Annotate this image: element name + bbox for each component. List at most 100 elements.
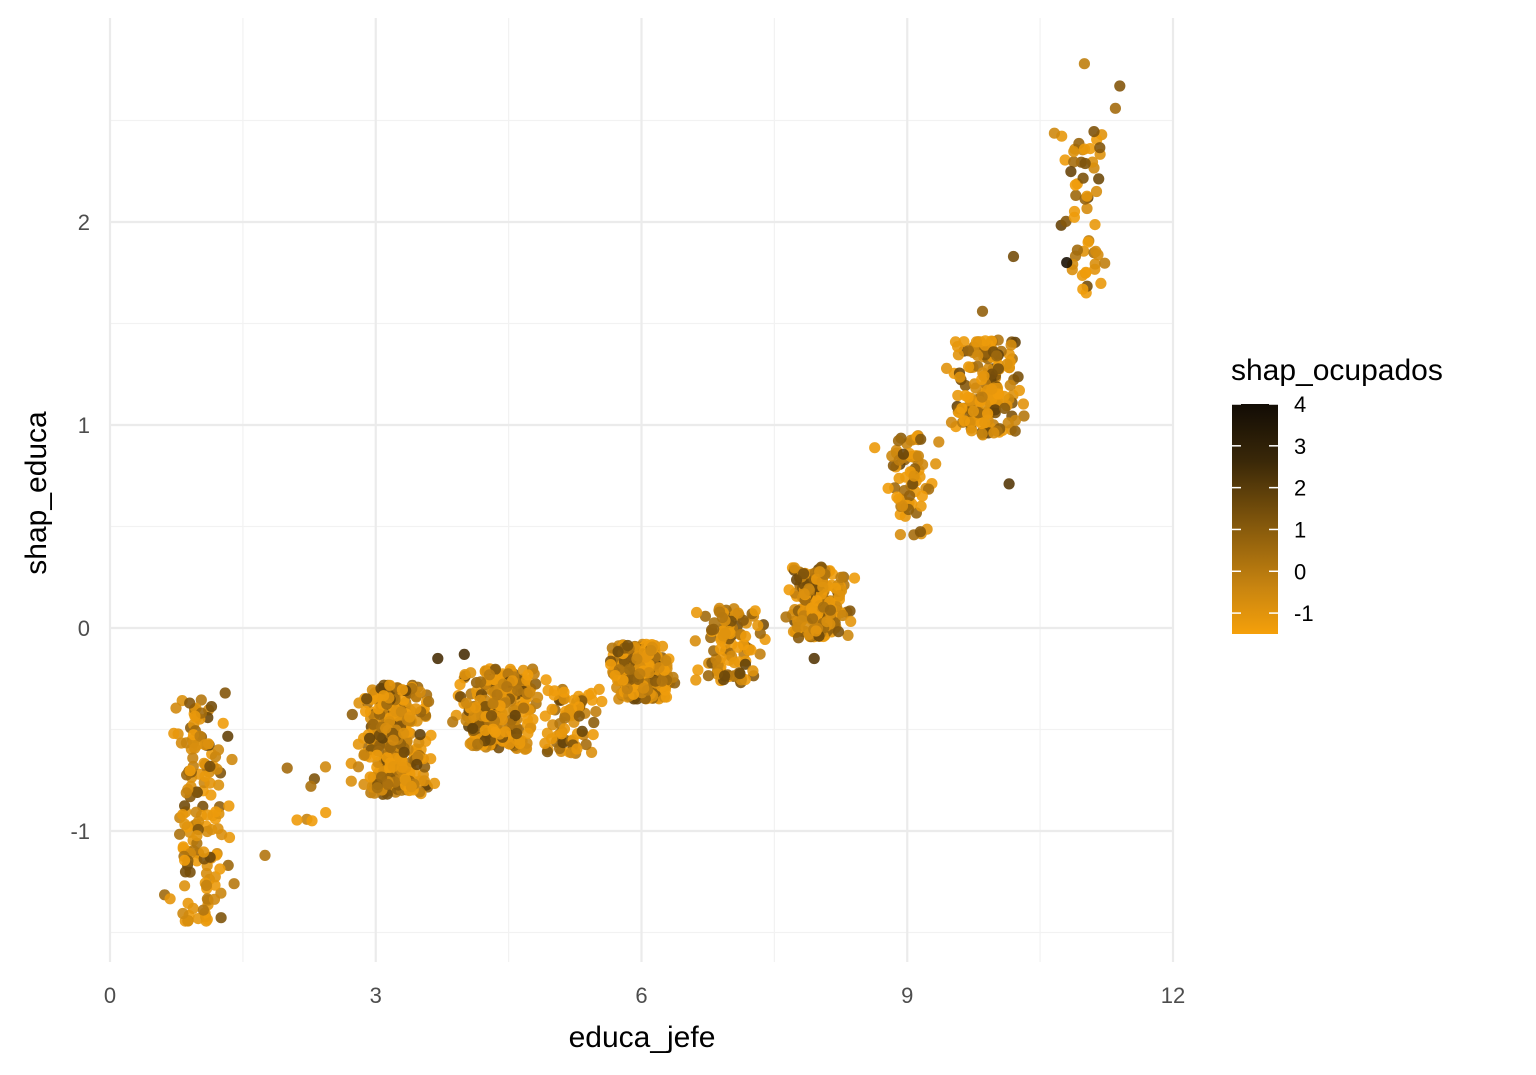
data-point: [689, 635, 701, 647]
data-point: [714, 643, 727, 655]
data-point: [475, 676, 487, 688]
data-point: [963, 361, 975, 373]
data-point: [653, 662, 665, 674]
data-point: [174, 828, 186, 840]
data-point: [952, 341, 964, 353]
data-point: [978, 370, 990, 382]
data-point: [788, 562, 801, 574]
data-point: [194, 730, 206, 742]
data-point: [656, 640, 669, 652]
data-point: [398, 746, 410, 758]
data-point: [1070, 189, 1082, 201]
data-point: [405, 781, 417, 793]
data-point: [179, 854, 191, 866]
data-point: [458, 648, 470, 661]
data-point: [540, 674, 552, 686]
data-point: [952, 349, 965, 361]
data-point: [1068, 205, 1081, 218]
data-point: [1078, 143, 1091, 155]
data-point: [177, 809, 189, 821]
data-point: [894, 529, 907, 541]
data-point: [319, 761, 332, 773]
data-point: [962, 345, 975, 357]
data-point: [631, 653, 643, 665]
data-point: [558, 686, 570, 698]
data-point: [192, 815, 205, 828]
data-point: [223, 800, 235, 812]
data-point: [915, 433, 927, 445]
data-point: [612, 646, 624, 658]
data-point: [798, 588, 810, 600]
data-point: [411, 758, 423, 771]
data-point: [576, 725, 588, 738]
data-point: [396, 761, 408, 773]
data-point: [747, 665, 759, 677]
data-point: [643, 667, 655, 679]
data-point: [414, 686, 426, 698]
data-point: [832, 626, 845, 638]
data-point: [217, 717, 229, 729]
data-point: [1090, 245, 1102, 257]
data-point: [485, 710, 498, 722]
data-point: [824, 604, 837, 616]
data-point: [976, 305, 989, 317]
data-point: [710, 653, 722, 666]
major-gridlines: [108, 18, 1175, 962]
data-point: [281, 762, 293, 774]
data-point: [479, 724, 491, 737]
data-point: [848, 572, 861, 584]
data-point: [215, 912, 227, 924]
data-point: [833, 590, 846, 602]
data-points: [159, 58, 1126, 927]
data-point: [530, 678, 542, 690]
data-point: [1082, 236, 1094, 248]
data-point: [933, 436, 945, 448]
data-point: [559, 712, 571, 724]
legend-ticks: 4 3 2 1 0 -1: [1232, 392, 1314, 626]
data-point: [792, 632, 805, 644]
data-point: [320, 807, 332, 819]
data-point: [364, 732, 376, 745]
data-point: [418, 775, 430, 787]
data-point: [930, 458, 942, 470]
data-point: [719, 670, 731, 682]
legend-colorbar: [1232, 404, 1278, 634]
data-point: [558, 723, 571, 735]
data-point: [1071, 244, 1083, 256]
data-point: [291, 814, 303, 826]
data-point: [180, 787, 192, 799]
data-point: [1069, 179, 1081, 191]
data-point: [524, 686, 536, 698]
data-point: [1009, 414, 1022, 427]
data-point: [979, 417, 991, 429]
data-point: [845, 615, 857, 628]
data-point: [358, 778, 370, 791]
data-point: [352, 761, 364, 773]
data-point: [702, 670, 715, 682]
data-point: [1068, 146, 1080, 158]
data-point: [573, 701, 585, 713]
data-point: [814, 566, 826, 578]
data-point: [810, 625, 822, 637]
data-point: [596, 695, 608, 708]
legend-tick-label: -1: [1294, 601, 1314, 626]
data-point: [1089, 258, 1101, 270]
data-point: [586, 746, 598, 759]
data-point: [962, 391, 974, 403]
data-point: [891, 491, 903, 503]
data-point: [728, 657, 740, 669]
data-point: [226, 753, 238, 766]
data-point: [398, 727, 410, 739]
data-point: [546, 703, 558, 716]
data-point: [467, 722, 479, 735]
data-point: [200, 867, 213, 880]
data-point: [198, 846, 210, 858]
data-point: [387, 734, 399, 746]
data-point: [1077, 283, 1089, 295]
data-point: [305, 780, 317, 792]
data-point: [423, 696, 435, 708]
data-point: [179, 880, 191, 892]
legend-tick-label: 1: [1294, 517, 1306, 542]
x-tick-label: 6: [635, 983, 647, 1008]
data-point: [1017, 398, 1029, 410]
